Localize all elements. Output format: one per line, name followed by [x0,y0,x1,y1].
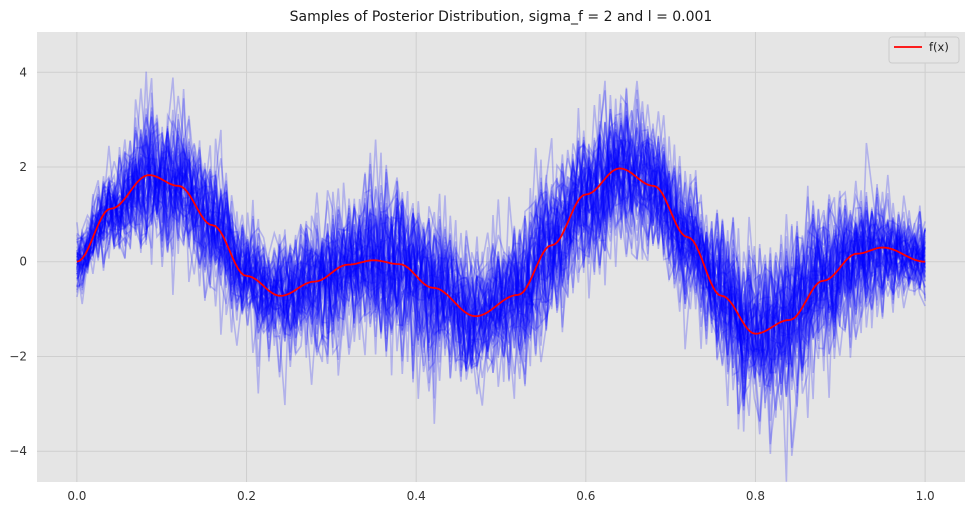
plot-background [37,32,965,482]
sample-line [76,135,926,374]
x-tick-label: 0.8 [746,489,765,503]
sample-line [76,108,926,378]
x-tick-label: 0.0 [67,489,86,503]
sample-line [76,89,926,445]
sample-line [76,92,926,409]
grid-lines [37,32,965,482]
sample-line [76,87,926,407]
sample-line [76,139,926,387]
sample-line [76,118,926,385]
sample-line [76,116,926,382]
sample-line [76,77,926,375]
sample-line [76,128,926,397]
sample-line [76,80,926,454]
sample-line [76,113,926,399]
x-tick-label: 0.4 [407,489,426,503]
sample-line [76,105,926,407]
sample-line [76,114,926,394]
sample-line [76,119,926,435]
y-tick-label: 2 [19,160,27,174]
sample-line [76,98,926,396]
sample-line [76,95,926,394]
sample-line [76,111,926,368]
sample-line [76,122,926,385]
sample-line [76,117,926,482]
sample-line [76,94,926,372]
x-tick-label: 0.6 [576,489,595,503]
sample-line [76,117,926,366]
sample-line [76,101,926,379]
sample-line [76,110,926,385]
y-tick-label: 0 [19,255,27,269]
sample-line [76,80,926,380]
y-tick-label: −2 [9,349,27,363]
sample-lines [76,71,926,482]
sample-line [76,119,926,406]
sample-line [76,88,926,415]
sample-line [76,123,926,392]
sample-line [76,102,926,380]
sample-line [76,103,926,376]
sample-line [76,119,926,398]
y-tick-label: 4 [19,65,27,79]
sample-line [76,123,926,421]
chart-title: Samples of Posterior Distribution, sigma… [290,9,713,25]
sample-line [76,108,926,404]
sample-line [76,126,926,394]
y-tick-label: −4 [9,444,27,458]
sample-line [76,140,926,418]
sample-line [76,115,926,406]
sample-line [76,111,926,416]
sample-line [76,78,926,395]
function-line [76,167,926,335]
legend-box [888,36,960,64]
x-tick-label: 1.0 [916,489,935,503]
sample-line [76,120,926,371]
sample-line [76,134,926,400]
sample-line [76,107,926,399]
y-axis-ticks: −4 −2 0 2 4 [9,65,27,458]
sample-line [76,123,926,373]
sample-line [76,88,926,388]
sample-line [76,135,926,411]
sample-line [76,127,926,385]
sample-line [76,110,926,432]
sample-line [76,116,926,415]
sample-line [76,71,926,363]
sample-line [76,115,926,390]
sample-line [76,139,926,370]
sample-line [76,99,926,418]
legend-label-fx: f(x) [929,40,949,54]
sample-line [76,88,926,422]
sample-line [76,94,926,373]
sample-line [76,130,926,395]
x-axis-ticks: 0.0 0.2 0.4 0.6 0.8 1.0 [67,489,934,503]
sample-line [76,136,926,372]
x-tick-label: 0.2 [237,489,256,503]
legend: f(x) [888,36,960,64]
